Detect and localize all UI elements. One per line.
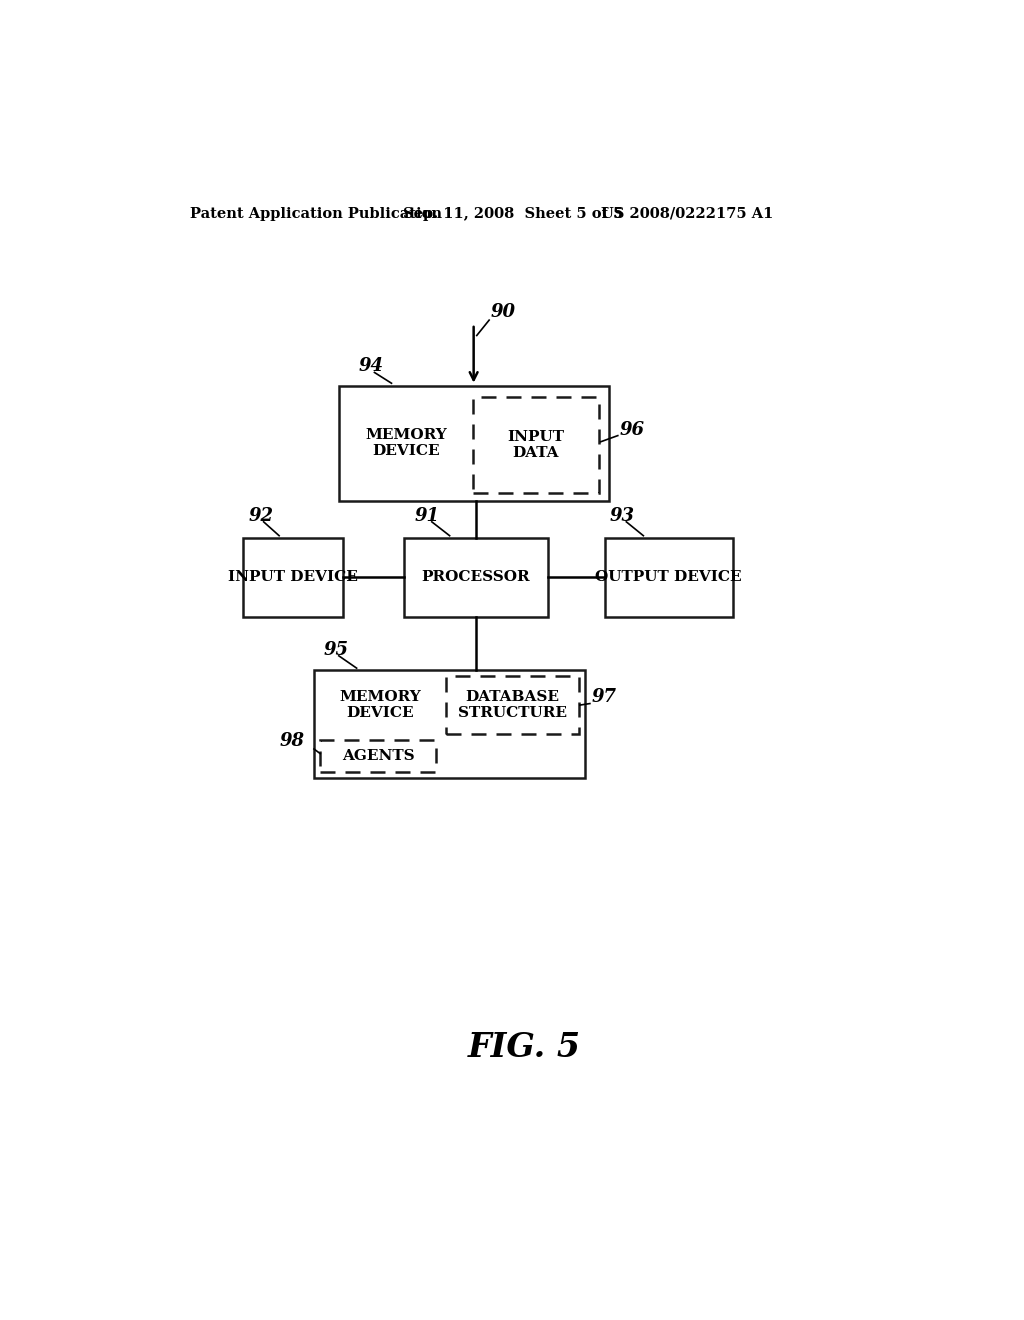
- Text: PROCESSOR: PROCESSOR: [422, 570, 530, 585]
- Text: FIG. 5: FIG. 5: [468, 1031, 582, 1064]
- Bar: [339, 385, 608, 502]
- Text: 98: 98: [280, 733, 304, 750]
- Bar: [604, 539, 732, 616]
- Text: 94: 94: [359, 358, 384, 375]
- Bar: [473, 397, 599, 494]
- Text: OUTPUT DEVICE: OUTPUT DEVICE: [595, 570, 741, 585]
- Text: 96: 96: [620, 421, 644, 440]
- Text: 97: 97: [592, 689, 616, 706]
- Text: 91: 91: [415, 507, 439, 525]
- Bar: [243, 539, 343, 616]
- Text: INPUT DEVICE: INPUT DEVICE: [228, 570, 358, 585]
- Text: Patent Application Publication: Patent Application Publication: [190, 207, 442, 220]
- Text: MEMORY
DEVICE: MEMORY DEVICE: [365, 428, 446, 458]
- Text: MEMORY
DEVICE: MEMORY DEVICE: [339, 690, 421, 721]
- Bar: [445, 676, 579, 734]
- Text: 90: 90: [490, 304, 516, 321]
- Text: US 2008/0222175 A1: US 2008/0222175 A1: [601, 207, 773, 220]
- Bar: [403, 539, 548, 616]
- Text: 92: 92: [248, 507, 273, 525]
- Text: AGENTS: AGENTS: [342, 748, 415, 763]
- Bar: [314, 671, 586, 779]
- Bar: [321, 739, 436, 772]
- Text: Sep. 11, 2008  Sheet 5 of 5: Sep. 11, 2008 Sheet 5 of 5: [403, 207, 624, 220]
- Text: DATABASE
STRUCTURE: DATABASE STRUCTURE: [458, 690, 567, 721]
- Text: INPUT
DATA: INPUT DATA: [508, 430, 564, 461]
- Text: 95: 95: [324, 640, 348, 659]
- Text: 93: 93: [610, 507, 635, 525]
